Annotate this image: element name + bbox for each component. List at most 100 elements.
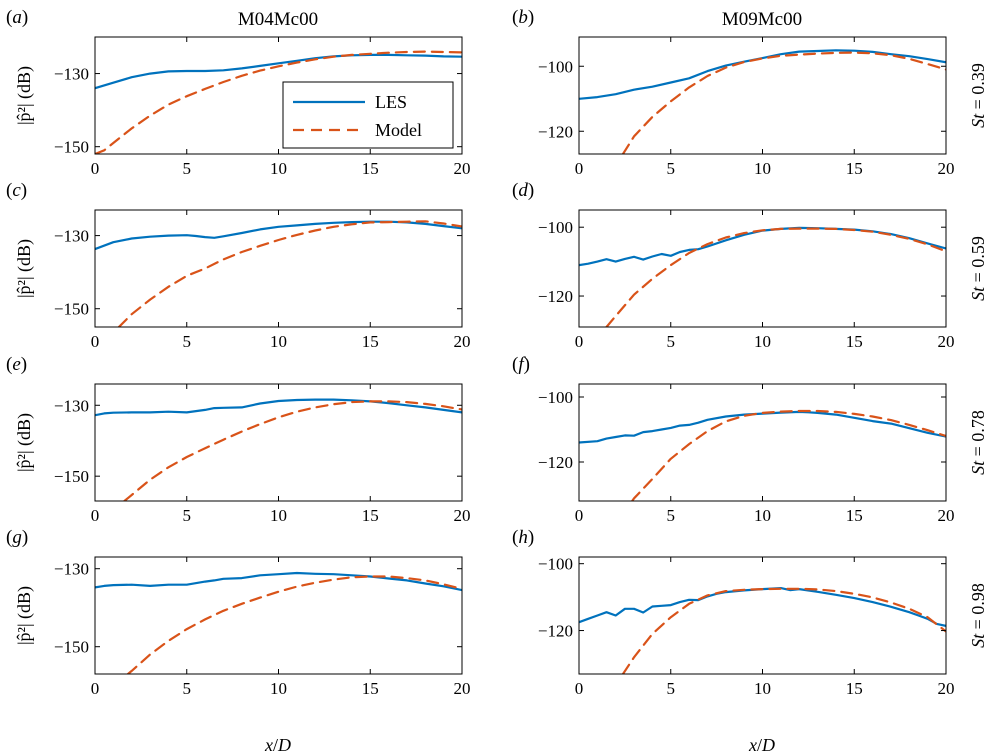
- x-tick-label: 15: [362, 679, 379, 698]
- x-tick-label: 15: [846, 506, 863, 525]
- x-tick-label: 5: [183, 332, 192, 351]
- x-tick-label: 10: [270, 679, 287, 698]
- axes-frame: [578, 209, 947, 328]
- x-tick-label: 15: [362, 159, 379, 178]
- x-tick-label: 10: [754, 159, 771, 178]
- panel-label: (d): [512, 180, 534, 201]
- les-series-line: [95, 220, 462, 251]
- y-tick-label: −100: [538, 218, 573, 237]
- y-tick-label: −100: [538, 57, 573, 76]
- panel-label: (h): [512, 527, 534, 548]
- y-tick-label: −150: [54, 300, 89, 319]
- x-tick-label: 0: [575, 679, 584, 698]
- legend-box: [282, 81, 454, 149]
- x-tick-label: 10: [270, 506, 287, 525]
- panel-g: 0 5 10 15 20 −130 −150 (g) |p̂²| (dB): [6, 527, 471, 698]
- legend-model-label: Model: [375, 120, 422, 140]
- y-tick-label: −100: [538, 388, 573, 407]
- les-series-line: [579, 49, 946, 100]
- y-tick-label: −130: [54, 227, 89, 246]
- panel-label: (b): [512, 7, 534, 28]
- panel-label: (c): [6, 180, 27, 201]
- x-tick-label: 10: [754, 679, 771, 698]
- strouhal-label: St = 0.59: [968, 236, 988, 301]
- y-tick-label: −150: [54, 638, 89, 657]
- y-tick-label: −130: [54, 65, 89, 84]
- les-series-line: [95, 398, 462, 417]
- x-tick-label: 0: [575, 332, 584, 351]
- x-tick-label: 5: [183, 506, 192, 525]
- x-tick-label: 10: [754, 332, 771, 351]
- x-tick-label: 5: [667, 159, 676, 178]
- x-tick-label: 0: [91, 506, 100, 525]
- panel-f: 0 5 10 15 20 −100 −120 (f) St = 0.78: [512, 354, 988, 525]
- x-tick-label: 20: [454, 506, 471, 525]
- y-tick-label: −100: [538, 555, 573, 574]
- x-tick-label: 20: [938, 332, 955, 351]
- y-axis-label: |p̂²| (dB): [14, 586, 35, 645]
- les-series-line: [95, 571, 462, 592]
- x-tick-label: 5: [183, 679, 192, 698]
- x-tick-label: 20: [454, 159, 471, 178]
- y-tick-label: −130: [54, 396, 89, 415]
- x-tick-label: 0: [91, 679, 100, 698]
- x-tick-label: 0: [91, 332, 100, 351]
- y-axis-label: |p̂²| (dB): [14, 413, 35, 472]
- model-series-line: [621, 587, 946, 674]
- column-title-left: M04Mc00: [238, 9, 318, 30]
- les-series-line: [95, 53, 462, 90]
- x-tick-label: 0: [575, 159, 584, 178]
- panel-c: 0 5 10 15 20 −130 −150 (c) |p̂²| (dB): [6, 180, 471, 351]
- y-tick-label: −120: [538, 622, 573, 641]
- panel-e: 0 5 10 15 20 −130 −150 (e) |p̂²| (dB): [6, 354, 471, 525]
- x-tick-label: 20: [454, 332, 471, 351]
- x-axis-label-right: x/D: [748, 735, 775, 755]
- panel-b: 0 5 10 15 20 −100 −120 (b) St = 0.39: [512, 7, 988, 178]
- x-tick-label: 5: [667, 506, 676, 525]
- x-tick-label: 10: [270, 332, 287, 351]
- strouhal-label: St = 0.39: [968, 63, 988, 128]
- x-axis-label-left: x/D: [264, 735, 291, 755]
- x-tick-label: 20: [454, 679, 471, 698]
- legend-les-label: LES: [375, 92, 407, 112]
- x-tick-label: 10: [754, 506, 771, 525]
- panel-d: 0 5 10 15 20 −100 −120 (d) St = 0.59: [512, 180, 988, 351]
- les-series-line: [579, 586, 946, 628]
- y-axis-label: |p̂²| (dB): [14, 66, 35, 125]
- strouhal-label: St = 0.98: [968, 583, 988, 648]
- x-tick-label: 20: [938, 159, 955, 178]
- x-tick-label: 15: [362, 332, 379, 351]
- model-series-line: [631, 409, 946, 501]
- y-tick-label: −150: [54, 467, 89, 486]
- x-tick-label: 20: [938, 506, 955, 525]
- x-tick-label: 10: [270, 159, 287, 178]
- panel-label: (f): [512, 354, 530, 375]
- column-title-right: M09Mc00: [722, 9, 802, 30]
- panel-h: 0 5 10 15 20 −100 −120 (h) St = 0.98: [512, 527, 988, 698]
- model-series-line: [126, 575, 462, 674]
- x-tick-label: 15: [846, 332, 863, 351]
- x-tick-label: 15: [846, 679, 863, 698]
- y-axis-label: |p̂²| (dB): [14, 239, 35, 298]
- model-series-line: [605, 227, 946, 327]
- x-tick-label: 15: [846, 159, 863, 178]
- model-series-line: [95, 50, 462, 154]
- panel-label: (g): [6, 527, 28, 548]
- y-tick-label: −120: [538, 122, 573, 141]
- y-tick-label: −120: [538, 287, 573, 306]
- strouhal-label: St = 0.78: [968, 410, 988, 475]
- model-series-line: [123, 400, 462, 501]
- x-tick-label: 0: [575, 506, 584, 525]
- panel-label: (e): [6, 354, 27, 375]
- y-tick-label: −130: [54, 560, 89, 579]
- axes-frame: [578, 383, 947, 502]
- panel-grid: 0 5 10 15 20 −130 −150 (a) |p̂²| (dB) LES Model 0 5 1…: [6, 7, 988, 698]
- x-tick-label: 5: [667, 679, 676, 698]
- x-tick-label: 15: [362, 506, 379, 525]
- x-tick-label: 0: [91, 159, 100, 178]
- legend: LES Model: [282, 81, 454, 149]
- panel-label: (a): [6, 7, 28, 28]
- model-series-line: [621, 51, 946, 154]
- x-tick-label: 20: [938, 679, 955, 698]
